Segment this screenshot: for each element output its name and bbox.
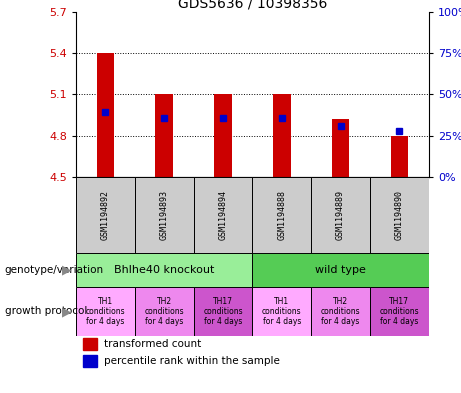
Text: genotype/variation: genotype/variation — [5, 265, 104, 275]
Bar — [311, 287, 370, 336]
Text: GSM1194890: GSM1194890 — [395, 190, 404, 240]
Title: GDS5636 / 10398356: GDS5636 / 10398356 — [177, 0, 327, 11]
Bar — [135, 177, 194, 253]
Bar — [370, 287, 429, 336]
Bar — [253, 253, 429, 287]
Text: percentile rank within the sample: percentile rank within the sample — [104, 356, 280, 366]
Bar — [155, 94, 173, 177]
Bar — [83, 355, 97, 367]
Text: transformed count: transformed count — [104, 340, 201, 349]
Bar — [214, 94, 232, 177]
Bar — [253, 287, 311, 336]
Bar — [311, 177, 370, 253]
Bar — [97, 53, 114, 177]
Text: TH1
conditions
for 4 days: TH1 conditions for 4 days — [86, 297, 125, 326]
Bar — [194, 287, 253, 336]
Text: GSM1194894: GSM1194894 — [219, 190, 228, 240]
Bar — [76, 253, 253, 287]
Text: ▶: ▶ — [62, 264, 71, 277]
Bar — [194, 177, 253, 253]
Bar — [253, 177, 311, 253]
Text: TH1
conditions
for 4 days: TH1 conditions for 4 days — [262, 297, 301, 326]
Bar — [390, 136, 408, 177]
Bar — [332, 119, 349, 177]
Text: GSM1194892: GSM1194892 — [101, 190, 110, 240]
Text: growth protocol: growth protocol — [5, 307, 87, 316]
Text: TH17
conditions
for 4 days: TH17 conditions for 4 days — [379, 297, 419, 326]
Text: GSM1194893: GSM1194893 — [160, 190, 169, 240]
Bar — [135, 287, 194, 336]
Bar — [370, 177, 429, 253]
Text: TH2
conditions
for 4 days: TH2 conditions for 4 days — [321, 297, 361, 326]
Text: wild type: wild type — [315, 265, 366, 275]
Bar — [76, 287, 135, 336]
Bar — [76, 177, 135, 253]
Text: TH2
conditions
for 4 days: TH2 conditions for 4 days — [144, 297, 184, 326]
Bar — [273, 94, 290, 177]
Text: TH17
conditions
for 4 days: TH17 conditions for 4 days — [203, 297, 243, 326]
Text: ▶: ▶ — [62, 305, 71, 318]
Bar — [83, 338, 97, 351]
Text: GSM1194889: GSM1194889 — [336, 190, 345, 240]
Text: Bhlhe40 knockout: Bhlhe40 knockout — [114, 265, 214, 275]
Text: GSM1194888: GSM1194888 — [277, 190, 286, 240]
